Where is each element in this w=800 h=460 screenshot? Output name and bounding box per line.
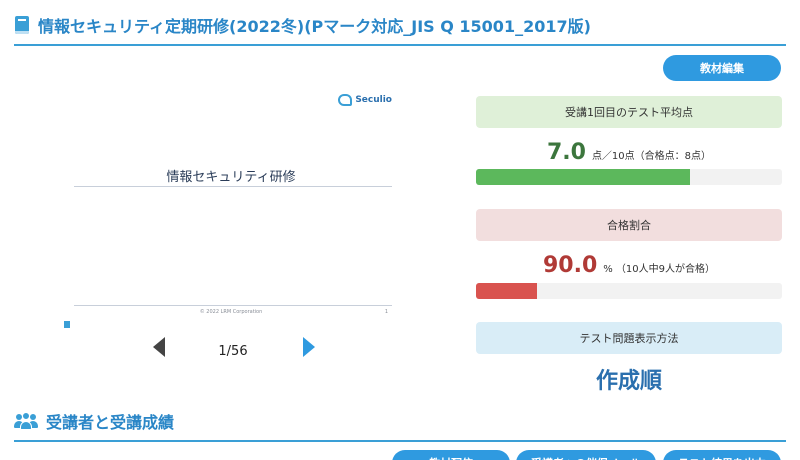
pass-rate-fill xyxy=(476,283,538,299)
average-score-detail: 点／10点（合格点：8点） xyxy=(591,151,712,162)
slide-counter: 1/56 xyxy=(218,344,248,359)
display-method-value: 作成順 xyxy=(595,369,662,394)
pass-rate: 90.0 % （10人中9人が合格） xyxy=(476,253,782,278)
average-score-bar xyxy=(476,169,782,185)
course-title-header: 情報セキュリティ定期研修(2022冬)(Pマーク対応_JIS Q 15001_2… xyxy=(14,12,786,46)
slide-copyright: © 2022 LRM Corporation xyxy=(199,309,263,315)
logo-text: Seculio xyxy=(355,95,392,105)
display-method-label: テスト問題表示方法 xyxy=(476,322,782,354)
learners-section-title: 受講者と受講成績 xyxy=(46,413,175,432)
pass-rate-bar xyxy=(476,283,782,299)
average-score-label: 受講1回目のテスト平均点 xyxy=(476,96,782,128)
reminder-email-button[interactable]: 受講者への催促メール xyxy=(516,450,656,460)
distribute-material-button[interactable]: 教材配信 xyxy=(392,450,510,460)
next-slide-icon[interactable] xyxy=(303,337,315,357)
pass-rate-detail: % （10人中9人が合格） xyxy=(603,264,716,275)
slide-title: 情報セキュリティ研修 xyxy=(166,170,296,185)
prev-slide-icon[interactable] xyxy=(153,337,165,357)
slide-progress-bar xyxy=(64,321,70,328)
pass-rate-label: 合格割合 xyxy=(476,209,782,241)
slide-footer-divider xyxy=(74,305,392,306)
users-icon xyxy=(14,412,38,430)
slide-divider xyxy=(74,186,392,187)
seculio-logo: Seculio xyxy=(338,94,392,106)
learners-section-header: 受講者と受講成績 xyxy=(14,408,786,442)
average-score-value: 7.0 xyxy=(546,140,586,165)
page-title: 情報セキュリティ定期研修(2022冬)(Pマーク対応_JIS Q 15001_2… xyxy=(38,17,591,36)
slide-viewer: Seculio 情報セキュリティ研修 © 2022 LRM Corporatio… xyxy=(64,88,398,320)
average-score: 7.0 点／10点（合格点：8点） xyxy=(476,140,782,165)
slide-page-number: 1 xyxy=(384,309,388,315)
logo-icon xyxy=(338,94,353,106)
edit-material-button[interactable]: 教材編集 xyxy=(663,55,781,81)
book-icon xyxy=(14,16,30,34)
pass-rate-value: 90.0 xyxy=(542,253,598,278)
export-results-button[interactable]: テスト結果を出力 xyxy=(663,450,781,460)
average-score-fill xyxy=(476,169,691,185)
